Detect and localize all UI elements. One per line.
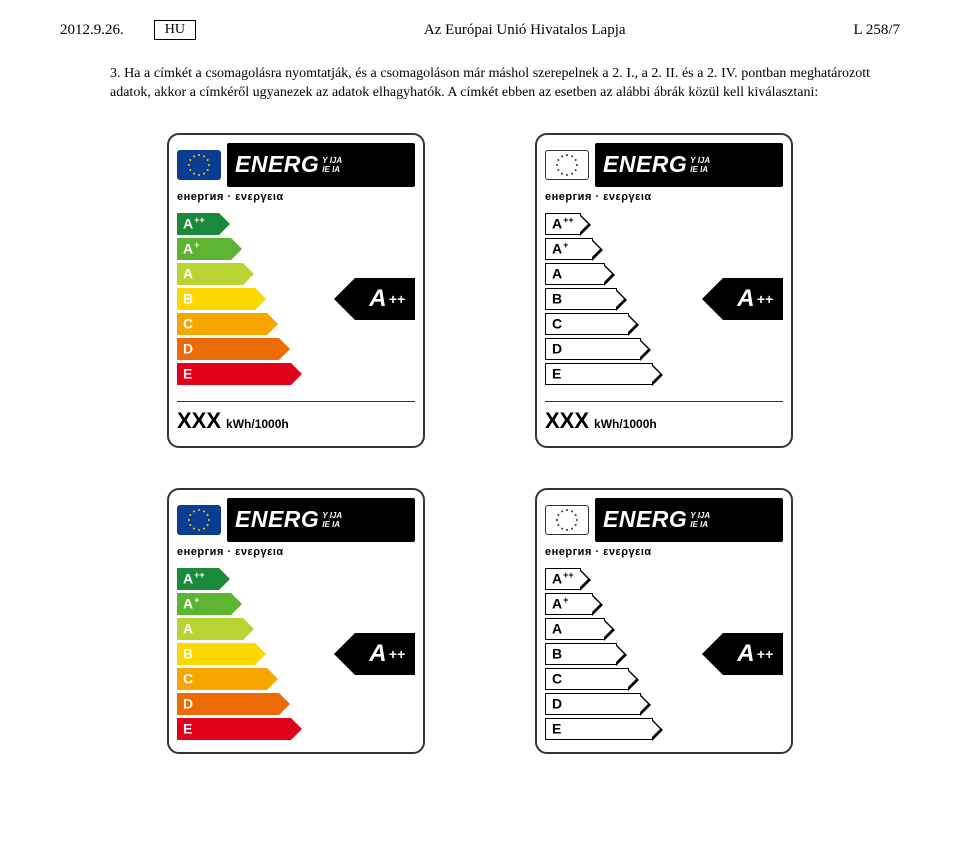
arrows-column: A++ A+ ABCDE <box>177 213 291 385</box>
kwh-unit: kWh/1000h <box>594 417 657 431</box>
header-title: Az Európai Unió Hivatalos Lapja <box>196 22 853 39</box>
rating-arrow-E: E <box>177 363 291 385</box>
rating-arrow-D: D <box>177 693 291 715</box>
labels-row-1: ENERGY IJAIE IAенергия · ενεργειαA++A+AB… <box>167 133 793 448</box>
eu-flag-icon <box>545 505 589 535</box>
rating-arrow-A: A <box>177 263 291 285</box>
selected-rating: A++ <box>723 633 783 675</box>
rating-arrow-B: B <box>545 288 653 310</box>
rating-arrow-A++: A++ <box>177 213 291 235</box>
rating-arrow-C: C <box>177 668 291 690</box>
rating-arrow-A: A <box>545 263 653 285</box>
rating-row: A++ A+ ABCDE A++ <box>177 213 415 385</box>
rating-arrow-A: A <box>177 618 291 640</box>
eu-flag-icon <box>545 150 589 180</box>
rating-arrow-D: D <box>545 338 653 360</box>
energ-block: ENERGY IJAIE IA <box>227 143 415 187</box>
rating-arrow-E: E <box>177 718 291 740</box>
label-divider <box>545 401 783 402</box>
header-page-ref: L 258/7 <box>853 22 900 39</box>
selected-rating: A++ <box>723 278 783 320</box>
page-header: 2012.9.26. HU Az Európai Unió Hivatalos … <box>60 20 900 40</box>
energ-suffix: Y IJAIE IA <box>690 156 710 174</box>
rating-arrow-A: A <box>545 618 653 640</box>
rating-arrow-A+: A+ <box>545 238 653 260</box>
energ-suffix: Y IJAIE IA <box>322 156 342 174</box>
rating-arrow-E: E <box>545 718 653 740</box>
energ-suffix: Y IJAIE IA <box>690 511 710 529</box>
rating-arrow-A+: A+ <box>177 593 291 615</box>
energ-text: ENERG <box>603 151 687 178</box>
rating-arrow-B: B <box>545 643 653 665</box>
rating-arrow-C: C <box>545 668 653 690</box>
label-header: ENERGY IJAIE IA <box>545 498 783 542</box>
rating-arrow-C: C <box>545 313 653 335</box>
eu-flag-icon <box>177 505 221 535</box>
energy-label-bw-short: ENERGY IJAIE IA енергия · ενεργεια A++ A+ AB… <box>535 488 793 754</box>
kwh-row: XXX kWh/1000h <box>545 408 783 438</box>
rating-arrow-E: E <box>545 363 653 385</box>
labels-row-2: ENERGY IJAIE IAенергия · ενεργειαA++A+AB… <box>167 488 793 754</box>
rating-arrow-A++: A++ <box>177 568 291 590</box>
header-left: 2012.9.26. HU <box>60 20 196 40</box>
rating-row: A++ A+ ABCDE A++ <box>545 213 783 385</box>
rating-arrow-A++: A++ <box>545 568 653 590</box>
energ-block: ENERGY IJAIE IA <box>595 498 783 542</box>
label-subheader: енергия · ενεργεια <box>177 546 415 558</box>
kwh-value: XXX <box>545 408 589 434</box>
energ-text: ENERG <box>235 506 319 533</box>
eu-flag-icon <box>177 150 221 180</box>
label-header: ENERGY IJAIE IA <box>545 143 783 187</box>
selected-rating: A++ <box>355 278 415 320</box>
rating-arrow-A+: A+ <box>545 593 653 615</box>
energ-suffix: Y IJAIE IA <box>322 511 342 529</box>
energ-block: ENERGY IJAIE IA <box>595 143 783 187</box>
body-paragraph: 3. Ha a címkét a csomagolásra nyomtatják… <box>60 65 900 103</box>
arrows-column: A++ A+ ABCDE <box>545 568 653 740</box>
rating-arrow-B: B <box>177 288 291 310</box>
label-subheader: енергия · ενεργεια <box>177 191 415 203</box>
selected-rating: A++ <box>355 633 415 675</box>
lang-badge: HU <box>154 20 196 40</box>
label-header: ENERGY IJAIE IA <box>177 498 415 542</box>
energ-block: ENERGY IJAIE IA <box>227 498 415 542</box>
arrows-column: A++ A+ ABCDE <box>545 213 653 385</box>
rating-arrow-B: B <box>177 643 291 665</box>
label-divider <box>177 401 415 402</box>
arrows-column: A++ A+ ABCDE <box>177 568 291 740</box>
label-subheader: енергия · ενεργεια <box>545 546 783 558</box>
kwh-unit: kWh/1000h <box>226 417 289 431</box>
document-page: 2012.9.26. HU Az Európai Unió Hivatalos … <box>0 0 960 794</box>
kwh-value: XXX <box>177 408 221 434</box>
rating-arrow-D: D <box>545 693 653 715</box>
rating-arrow-A+: A+ <box>177 238 291 260</box>
rating-arrow-C: C <box>177 313 291 335</box>
energy-label-color-short: ENERGY IJAIE IA енергия · ενεργεια A++ A+ AB… <box>167 488 425 754</box>
rating-row: A++ A+ ABCDE A++ <box>177 568 415 740</box>
labels-grid: ENERGY IJAIE IAенергия · ενεργειαA++A+AB… <box>60 133 900 754</box>
label-subheader: енергия · ενεργεια <box>545 191 783 203</box>
energ-text: ENERG <box>235 151 319 178</box>
kwh-row: XXX kWh/1000h <box>177 408 415 438</box>
header-date: 2012.9.26. <box>60 22 124 39</box>
label-header: ENERGY IJAIE IA <box>177 143 415 187</box>
energy-label-color-full: ENERGY IJAIE IA енергия · ενεργεια A++ A+ AB… <box>167 133 425 448</box>
rating-arrow-D: D <box>177 338 291 360</box>
energy-label-bw-full: ENERGY IJAIE IA енергия · ενεργεια A++ A+ AB… <box>535 133 793 448</box>
rating-row: A++ A+ ABCDE A++ <box>545 568 783 740</box>
energ-text: ENERG <box>603 506 687 533</box>
rating-arrow-A++: A++ <box>545 213 653 235</box>
